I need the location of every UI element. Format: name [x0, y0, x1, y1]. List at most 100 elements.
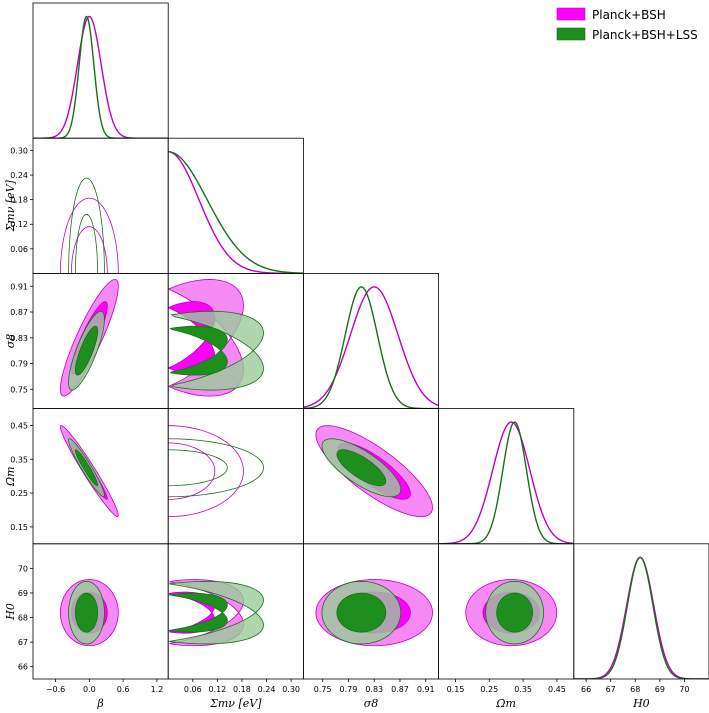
x-axis-label-beta: β [96, 697, 103, 709]
panel-mnu-mnu [168, 151, 304, 274]
y-tick-label: 0.75 [10, 385, 28, 394]
contour-2sigma-1 [68, 177, 105, 274]
contour-2sigma-1 [169, 580, 264, 645]
contour-1sigma-1 [74, 213, 99, 274]
marginal-curve-mnu-0 [168, 151, 304, 274]
y-axis-label-h0: H0 [4, 603, 17, 621]
x-tick-label: 1.2 [151, 685, 164, 694]
x-tick-label: 0.18 [233, 685, 251, 694]
y-tick-label: 67 [18, 638, 28, 647]
contour-1sigma-1 [168, 592, 228, 633]
panel-beta-s8 [59, 279, 119, 397]
marginal-curve-h0-1 [573, 556, 709, 679]
y-tick-label: 0.30 [10, 146, 28, 155]
panel-frame [167, 137, 304, 274]
contour-1sigma-0 [70, 226, 108, 274]
marginal-curve-om-0 [438, 421, 574, 544]
panel-mnu-s8 [168, 279, 264, 397]
marginal-curve-om-1 [438, 421, 574, 544]
legend-swatch-1 [556, 27, 586, 41]
x-tick-label: 69 [655, 685, 665, 694]
x-tick-label: 0.45 [548, 685, 566, 694]
y-tick-label: 68 [18, 614, 28, 623]
x-tick-label: 0.30 [282, 685, 300, 694]
y-tick-label: 0.79 [10, 360, 28, 369]
y-tick-label: 0.87 [10, 308, 28, 317]
y-tick-label: 0.12 [10, 220, 28, 229]
x-tick-label: 0.75 [314, 685, 332, 694]
y-tick-label: 0.24 [10, 171, 28, 180]
panel-h0-h0 [573, 556, 709, 679]
legend-label-0: Planck+BSH [592, 8, 666, 22]
x-tick-label: 0.83 [365, 685, 383, 694]
x-tick-label: −0.6 [46, 685, 65, 694]
x-axis-label-h0: H0 [632, 697, 650, 709]
panel-frame [32, 408, 169, 545]
y-tick-label: 0.25 [10, 489, 28, 498]
x-tick-label: 0.79 [340, 685, 358, 694]
panel-mnu-om [168, 425, 264, 518]
contour-1sigma-1 [74, 325, 99, 376]
contour-2sigma-0 [59, 197, 119, 274]
y-tick-label: 0.18 [10, 196, 28, 205]
legend-label-1: Planck+BSH+LSS [592, 28, 698, 42]
panel-s8-s8 [303, 286, 439, 409]
x-tick-label: 0.25 [480, 685, 498, 694]
contour-1sigma-1 [336, 449, 387, 487]
panel-s8-h0 [315, 579, 433, 647]
x-tick-label: 68 [630, 685, 640, 694]
contour-1sigma-1 [496, 592, 534, 633]
y-axis-label-s8: σ8 [4, 334, 17, 349]
legend: Planck+BSH Planck+BSH+LSS [556, 7, 698, 42]
x-axis-label-om: Ωm [495, 697, 516, 709]
x-tick-label: 0.35 [514, 685, 532, 694]
panel-mnu-h0 [168, 579, 264, 647]
y-tick-label: 70 [18, 564, 28, 573]
marginal-curve-beta-1 [33, 15, 169, 139]
y-tick-label: 0.15 [10, 523, 28, 532]
x-tick-label: 0.87 [391, 685, 409, 694]
y-tick-label: 0.91 [10, 282, 28, 291]
x-tick-label: 70 [679, 685, 689, 694]
y-axis-label-mnu: Σmν [eV] [4, 179, 17, 232]
panel-frame [438, 408, 575, 545]
panel-frame [32, 137, 169, 274]
panel-beta-h0 [59, 579, 119, 647]
panel-frame [573, 543, 709, 680]
marginal-curve-mnu-1 [168, 151, 304, 274]
contour-1sigma-1 [74, 449, 99, 487]
x-axis-label-s8: σ8 [364, 697, 379, 709]
y-tick-label: 0.35 [10, 455, 28, 464]
contour-1sigma-0 [168, 442, 216, 500]
contour-1sigma-1 [336, 592, 387, 633]
contour-1sigma-1 [168, 449, 228, 487]
x-tick-label: 0.0 [83, 685, 96, 694]
x-axis-label-mnu: Σmν [eV] [209, 697, 262, 709]
y-tick-label: 0.06 [10, 245, 28, 254]
panel-frame [167, 543, 304, 680]
x-tick-label: 66 [581, 685, 591, 694]
panel-beta-mnu [59, 177, 119, 274]
y-tick-label: 69 [18, 589, 28, 598]
panel-beta-beta [33, 15, 169, 139]
x-tick-label: 0.12 [208, 685, 226, 694]
panel-s8-om [315, 425, 433, 518]
panel-frame [167, 408, 304, 545]
y-axis-label-om: Ωm [4, 466, 17, 487]
y-tick-label: 0.83 [10, 334, 28, 343]
x-tick-label: 67 [606, 685, 616, 694]
x-tick-label: 0.6 [117, 685, 130, 694]
marginal-curve-s8-1 [303, 286, 439, 409]
x-tick-label: 0.06 [184, 685, 202, 694]
marginal-curve-s8-0 [303, 286, 439, 408]
x-tick-label: 0.91 [417, 685, 435, 694]
panel-beta-om [59, 425, 119, 518]
contour-2sigma-0 [168, 425, 244, 518]
y-tick-label: 0.45 [10, 422, 28, 431]
contour-1sigma-1 [169, 325, 228, 376]
legend-swatch-0 [556, 7, 586, 21]
panel-frame [302, 272, 439, 409]
x-tick-label: 0.24 [258, 685, 276, 694]
